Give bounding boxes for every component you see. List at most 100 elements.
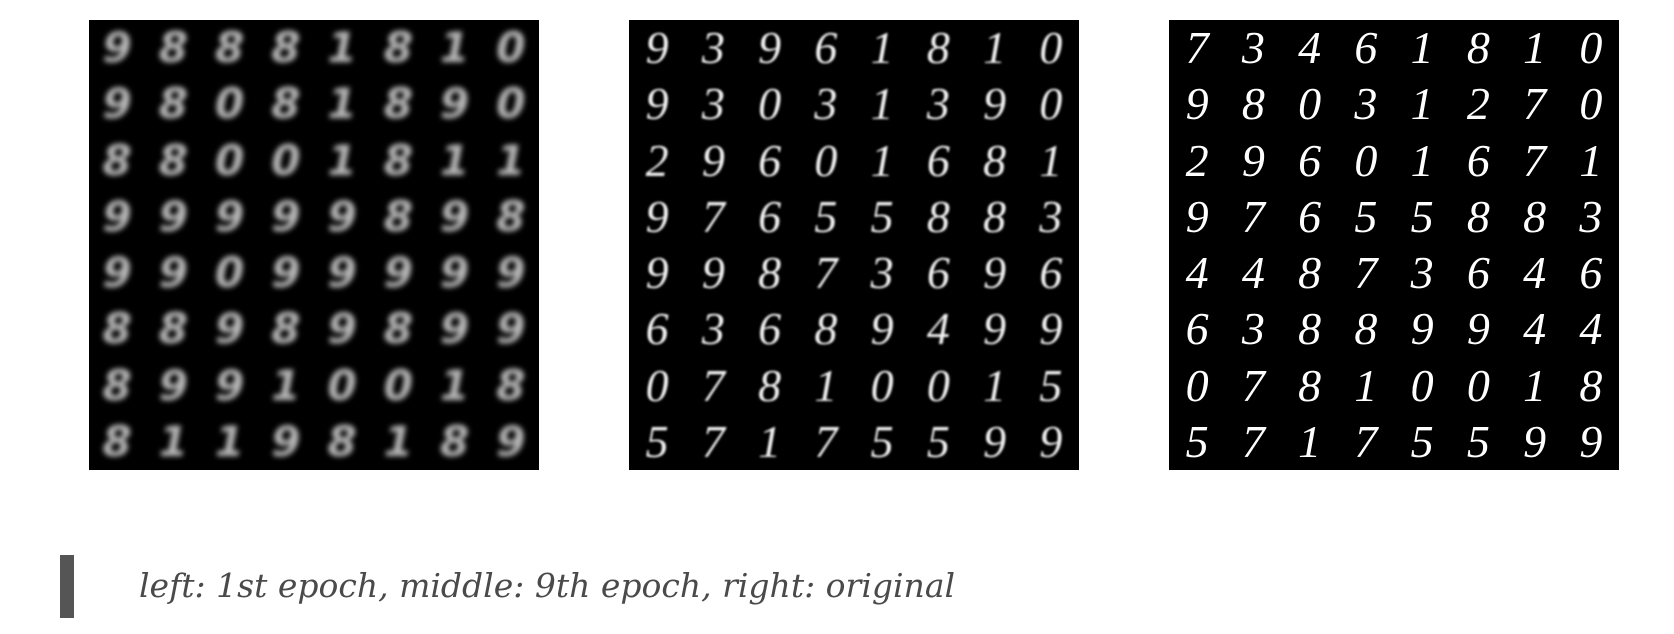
digit-cell: 9 [496,248,526,298]
digit-cell: 9 [701,247,725,299]
digit-cell: 9 [645,190,669,242]
digit-cell: 9 [215,191,245,241]
digit-cell: 0 [1410,359,1434,411]
digit-cell: 4 [1185,247,1209,299]
digit-cell: 8 [158,23,188,73]
digit-cell: 6 [1039,247,1063,299]
digit-cell: 6 [758,303,782,355]
digit-cell: 8 [983,190,1007,242]
digit-cell: 7 [1241,190,1265,242]
digit-cell: 7 [1354,415,1378,467]
digit-cell: 1 [440,360,470,410]
digit-cell: 8 [383,79,413,129]
digit-cell: 0 [215,248,245,298]
digit-cell: 8 [271,23,301,73]
digit-cell: 6 [1466,247,1490,299]
digit-cell: 2 [1466,78,1490,130]
digit-cell: 8 [496,360,526,410]
digit-cell: 9 [496,304,526,354]
digit-cell: 1 [983,22,1007,74]
digit-cell: 3 [1241,303,1265,355]
digit-cell: 9 [983,303,1007,355]
digit-cell: 7 [814,415,838,467]
digit-cell: 1 [1410,22,1434,74]
digit-cell: 6 [1298,134,1322,186]
digit-cell: 8 [102,304,132,354]
digit-cell: 7 [701,190,725,242]
digit-cell: 0 [1579,22,1603,74]
digit-cell: 1 [1523,22,1547,74]
digit-cell: 9 [271,416,301,466]
digit-cell: 8 [102,360,132,410]
digit-cell: 1 [1298,415,1322,467]
digit-cell: 1 [327,23,357,73]
digit-cell: 9 [1523,415,1547,467]
digit-cell: 1 [271,360,301,410]
digit-cell: 3 [1241,22,1265,74]
digit-cell: 1 [1039,134,1063,186]
digit-cell: 3 [1354,78,1378,130]
digit-cell: 8 [158,304,188,354]
digit-cell: 8 [271,79,301,129]
digit-cell: 6 [814,22,838,74]
digit-cell: 8 [327,416,357,466]
digit-cell: 9 [701,134,725,186]
digit-cell: 9 [645,78,669,130]
figure-caption: left: 1st epoch, middle: 9th epoch, righ… [139,566,956,605]
digit-cell: 9 [496,416,526,466]
digit-cell: 8 [1354,303,1378,355]
digit-cell: 8 [102,135,132,185]
digit-cell: 1 [327,79,357,129]
digit-cell: 8 [758,247,782,299]
digit-cell: 7 [1185,22,1209,74]
digit-cell: 8 [983,134,1007,186]
digit-cell: 4 [926,303,950,355]
digit-cell: 3 [701,22,725,74]
digit-cell: 5 [870,190,894,242]
digit-cell: 8 [1466,190,1490,242]
digit-cell: 5 [814,190,838,242]
digit-cell: 1 [1354,359,1378,411]
digit-cell: 0 [496,23,526,73]
digit-cell: 7 [1241,359,1265,411]
digit-cell: 9 [440,304,470,354]
digit-cell: 6 [1579,247,1603,299]
digit-cell: 0 [758,78,782,130]
digit-cell: 9 [215,360,245,410]
digit-cell: 6 [1466,134,1490,186]
digit-cell: 8 [1298,247,1322,299]
digit-cell: 9 [102,79,132,129]
digit-cell: 5 [1466,415,1490,467]
digit-cell: 7 [701,359,725,411]
digit-cell: 9 [645,22,669,74]
digit-cell: 5 [1410,190,1434,242]
digit-cell: 8 [215,23,245,73]
digit-cell: 9 [440,248,470,298]
digit-cell: 3 [701,78,725,130]
digit-cell: 3 [1410,247,1434,299]
digit-cell: 0 [1354,134,1378,186]
digit-cell: 9 [383,248,413,298]
digit-cell: 9 [1185,190,1209,242]
digit-cell: 9 [983,78,1007,130]
digit-cell: 8 [383,304,413,354]
digit-cell: 9 [158,360,188,410]
digit-cell: 0 [215,79,245,129]
digit-cell: 5 [1354,190,1378,242]
digit-cell: 5 [645,415,669,467]
digit-cell: 1 [1410,134,1434,186]
digit-cell: 4 [1523,303,1547,355]
digit-cell: 1 [1523,359,1547,411]
digit-cell: 2 [1185,134,1209,186]
digit-cell: 8 [383,191,413,241]
digit-cell: 8 [440,416,470,466]
digit-cell: 9 [758,22,782,74]
digit-cell: 6 [758,190,782,242]
digit-cell: 9 [645,247,669,299]
digit-cell: 9 [870,303,894,355]
digit-cell: 8 [496,191,526,241]
digit-cell: 1 [327,135,357,185]
digit-cell: 9 [1241,134,1265,186]
digit-cell: 0 [496,79,526,129]
